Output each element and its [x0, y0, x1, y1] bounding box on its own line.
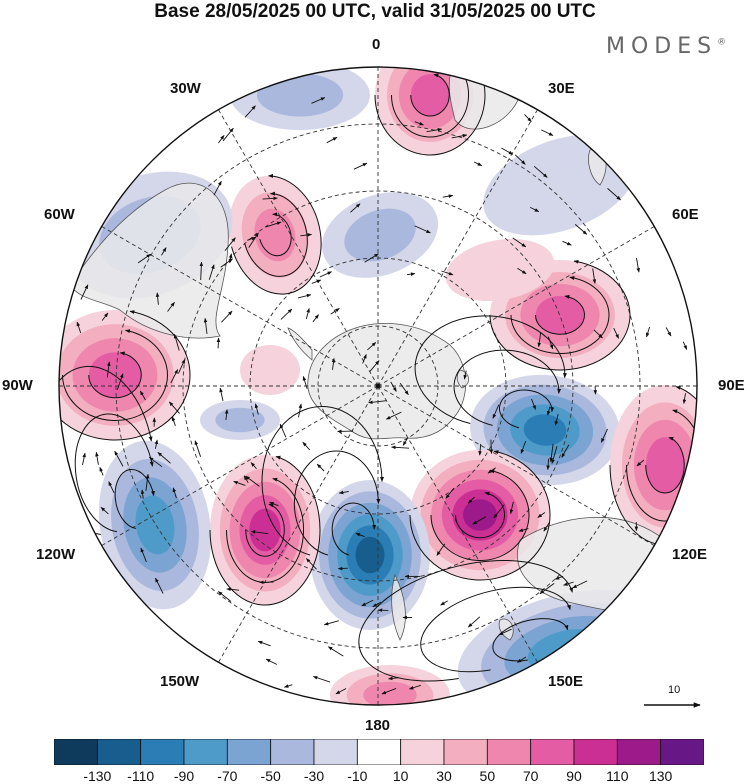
colorbar-segment	[314, 739, 357, 765]
colorbar-tick-label: -110	[127, 768, 154, 784]
colorbar-segment	[617, 739, 660, 765]
field-contour	[240, 345, 300, 395]
lon-label-120w: 120W	[36, 546, 75, 563]
colorbar-tick-label: 90	[566, 768, 582, 784]
colorbar-tick-label: -90	[174, 768, 194, 784]
lon-label-60w: 60W	[44, 206, 75, 223]
colorbar-segment	[661, 739, 704, 765]
south-pole-marker	[376, 384, 381, 389]
modes-logo: MODES®	[606, 34, 726, 59]
colorbar-segment	[444, 739, 487, 765]
wind-arrow	[338, 568, 348, 569]
lon-label-60e: 60E	[672, 206, 699, 223]
wind-arrow	[218, 338, 219, 348]
colorbar	[54, 739, 704, 765]
wind-arrow	[491, 440, 492, 454]
colorbar-tick-label: 130	[649, 768, 672, 784]
colorbar-segment	[487, 739, 530, 765]
colorbar-segment	[401, 739, 444, 765]
lon-label-30w: 30W	[170, 80, 201, 97]
registered-mark: ®	[717, 38, 726, 48]
field-contour	[463, 499, 497, 531]
colorbar-tick-label: 110	[606, 768, 628, 784]
lon-label-90e: 90E	[718, 377, 745, 394]
colorbar-segment	[54, 739, 97, 765]
lon-label-150w: 150W	[160, 673, 199, 690]
colorbar-tick-label: -10	[347, 768, 367, 784]
colorbar-segment	[97, 739, 140, 765]
map-title: Base 28/05/2025 00 UTC, valid 31/05/2025…	[0, 0, 750, 24]
colorbar-tick-label: -50	[261, 768, 281, 784]
colorbar-tick-label: 10	[393, 768, 409, 784]
colorbar-segment	[227, 739, 270, 765]
colorbar-segment	[531, 739, 574, 765]
colorbar-segment	[184, 739, 227, 765]
colorbar-segment	[141, 739, 184, 765]
lon-label-0: 0	[372, 36, 380, 53]
field-contour	[356, 537, 385, 573]
colorbar-segment	[271, 739, 314, 765]
lon-label-120e: 120E	[672, 546, 707, 563]
colorbar-tick-label: 50	[480, 768, 496, 784]
colorbar-tick-label: -30	[304, 768, 324, 784]
lon-label-30e: 30E	[548, 80, 575, 97]
brand-text: MODES	[606, 34, 717, 59]
lon-label-150e: 150E	[548, 673, 583, 690]
colorbar-tick-label: -130	[83, 768, 111, 784]
field-contour	[257, 74, 343, 117]
lon-label-180: 180	[365, 717, 390, 734]
colorbar-segment	[574, 739, 617, 765]
colorbar-tick-label: -70	[217, 768, 237, 784]
lon-label-90w: 90W	[2, 377, 33, 394]
colorbar-tick-label: 30	[436, 768, 452, 784]
colorbar-tick-label: 70	[523, 768, 539, 784]
colorbar-segment	[357, 739, 400, 765]
reference-vector-arrow	[640, 696, 706, 712]
reference-vector-label: 10	[668, 684, 680, 696]
